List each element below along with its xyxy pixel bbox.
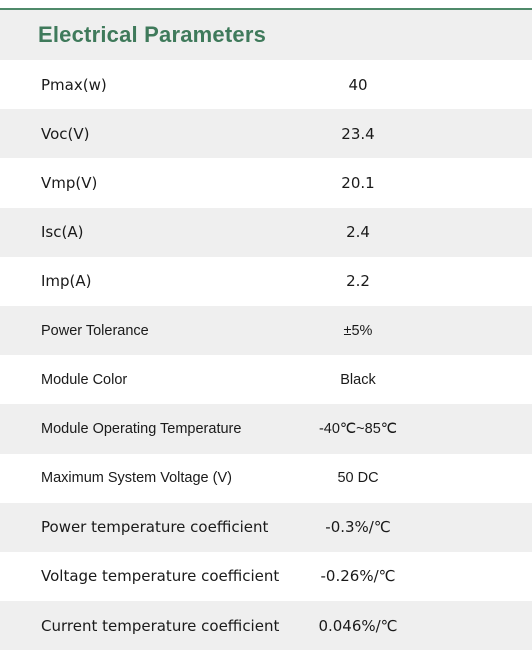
row-value: -0.3%/℃ bbox=[325, 518, 391, 537]
row-label: Module Operating Temperature bbox=[41, 420, 242, 437]
row-value: 50 DC bbox=[337, 470, 379, 487]
row-value: 23.4 bbox=[341, 124, 375, 143]
table-row-module-color: Module Color Black bbox=[0, 355, 532, 404]
row-label: Voltage temperature coefficient bbox=[41, 567, 280, 586]
row-label: Power temperature coefficient bbox=[41, 518, 269, 537]
section-header: Electrical Parameters bbox=[0, 10, 532, 60]
table-row-power-tolerance: Power Tolerance ±5% bbox=[0, 305, 532, 356]
row-label: Voc(V) bbox=[41, 124, 90, 143]
table-row-voc: Voc(V) 23.4 bbox=[0, 109, 532, 159]
table-row-voltage-temp-coefficient: Voltage temperature coefficient -0.26%/℃ bbox=[0, 552, 532, 601]
row-label: Isc(A) bbox=[41, 223, 84, 242]
table-row-current-temp-coefficient: Current temperature coefficient 0.046%/℃ bbox=[0, 601, 532, 650]
row-value: 2.4 bbox=[346, 223, 370, 242]
row-label: Pmax(w) bbox=[41, 75, 107, 94]
parameters-table: Pmax(w) 40 Voc(V) 23.4 Vmp(V) 20.1 Isc(A… bbox=[0, 60, 532, 650]
table-row-power-temp-coefficient: Power temperature coefficient -0.3%/℃ bbox=[0, 502, 532, 552]
row-label: Current temperature coefficient bbox=[41, 616, 280, 635]
row-value: 2.2 bbox=[346, 272, 370, 291]
row-value: ±5% bbox=[343, 322, 373, 339]
row-label: Maximum System Voltage (V) bbox=[41, 470, 232, 487]
table-row-isc: Isc(A) 2.4 bbox=[0, 207, 532, 257]
table-row-pmax: Pmax(w) 40 bbox=[0, 60, 532, 109]
row-value: -40℃~85℃ bbox=[318, 420, 398, 437]
header-top-rule bbox=[0, 8, 532, 10]
table-row-vmp: Vmp(V) 20.1 bbox=[0, 158, 532, 207]
row-value: 20.1 bbox=[341, 173, 375, 192]
table-row-imp: Imp(A) 2.2 bbox=[0, 257, 532, 306]
table-row-operating-temperature: Module Operating Temperature -40℃~85℃ bbox=[0, 404, 532, 454]
row-label: Vmp(V) bbox=[41, 173, 98, 192]
row-label: Module Color bbox=[41, 371, 128, 388]
section-title: Electrical Parameters bbox=[38, 22, 267, 47]
row-value: 0.046%/℃ bbox=[318, 616, 398, 635]
table-row-max-system-voltage: Maximum System Voltage (V) 50 DC bbox=[0, 454, 532, 503]
row-value: -0.26%/℃ bbox=[320, 567, 396, 586]
row-value: 40 bbox=[348, 75, 368, 94]
row-label: Power Tolerance bbox=[41, 322, 149, 339]
row-label: Imp(A) bbox=[41, 272, 92, 291]
row-value: Black bbox=[340, 371, 376, 388]
